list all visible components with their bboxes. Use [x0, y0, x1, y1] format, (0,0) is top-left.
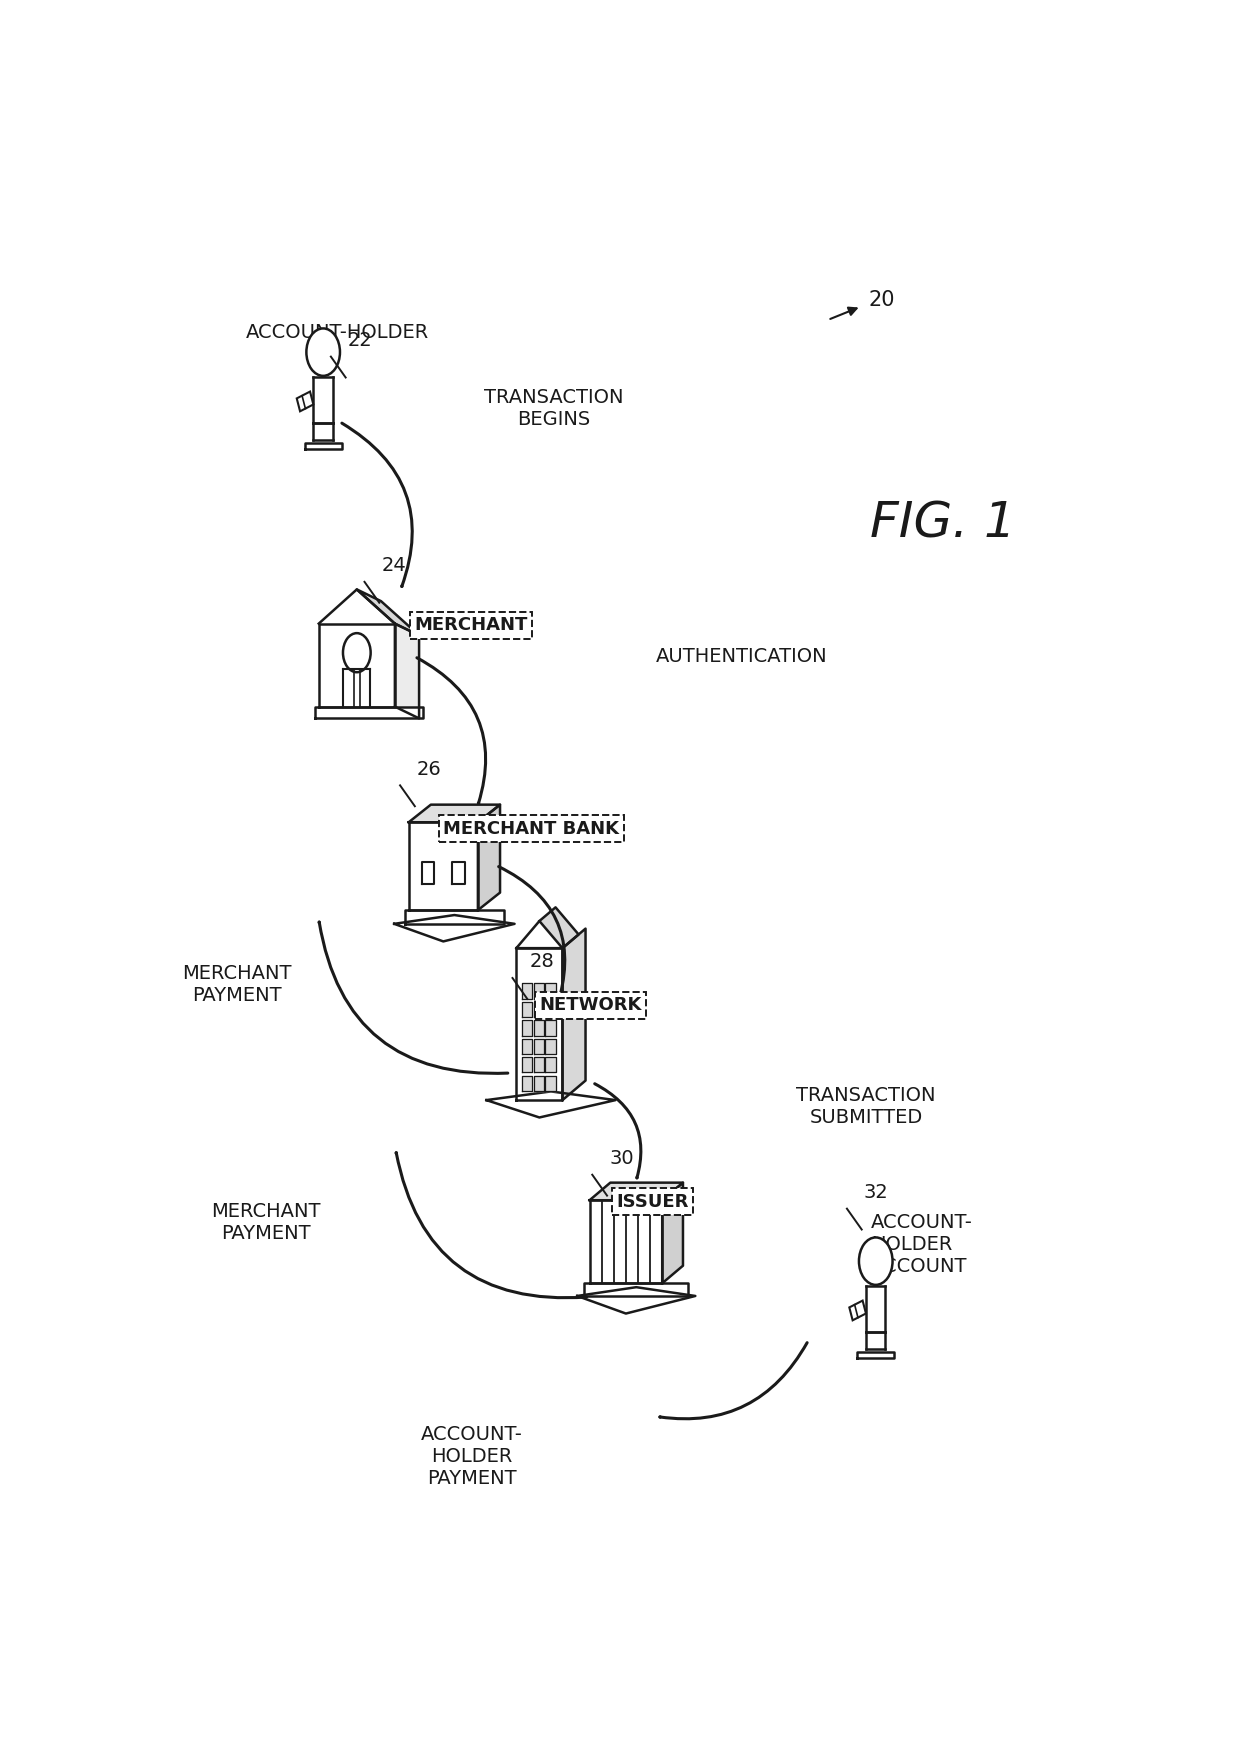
Polygon shape [546, 1001, 556, 1017]
Polygon shape [477, 805, 500, 911]
Polygon shape [563, 929, 585, 1099]
Polygon shape [315, 707, 423, 719]
Circle shape [306, 328, 340, 375]
Polygon shape [453, 862, 465, 885]
Text: MERCHANT
PAYMENT: MERCHANT PAYMENT [211, 1202, 320, 1242]
Polygon shape [522, 1075, 532, 1091]
Polygon shape [546, 1057, 556, 1073]
Polygon shape [522, 1038, 532, 1054]
Polygon shape [357, 590, 419, 636]
Polygon shape [516, 922, 563, 948]
Polygon shape [577, 1288, 696, 1313]
Text: ISSUER: ISSUER [616, 1193, 688, 1210]
Polygon shape [533, 1075, 544, 1091]
Polygon shape [533, 983, 544, 999]
Text: MERCHANT: MERCHANT [414, 617, 528, 634]
Text: TRANSACTION
BEGINS: TRANSACTION BEGINS [484, 388, 624, 428]
Polygon shape [422, 862, 434, 885]
Text: MERCHANT BANK: MERCHANT BANK [444, 819, 619, 837]
Polygon shape [546, 1020, 556, 1036]
Text: FIG. 1: FIG. 1 [870, 499, 1016, 548]
Polygon shape [589, 1182, 683, 1200]
Polygon shape [486, 1091, 615, 1117]
Polygon shape [546, 1075, 556, 1091]
Polygon shape [522, 1001, 532, 1017]
Polygon shape [305, 442, 342, 449]
Text: TRANSACTION
SUBMITTED: TRANSACTION SUBMITTED [796, 1087, 936, 1128]
Polygon shape [522, 983, 532, 999]
Polygon shape [409, 823, 477, 911]
Polygon shape [546, 983, 556, 999]
Text: 22: 22 [347, 331, 372, 351]
Text: MERCHANT
PAYMENT: MERCHANT PAYMENT [182, 964, 291, 1006]
Circle shape [343, 633, 371, 673]
Polygon shape [522, 1020, 532, 1036]
Polygon shape [589, 1200, 662, 1283]
Polygon shape [394, 914, 515, 941]
Polygon shape [849, 1300, 866, 1320]
Text: 20: 20 [868, 289, 894, 310]
Polygon shape [522, 1057, 532, 1073]
Text: ACCOUNT-
HOLDER
ACCOUNT: ACCOUNT- HOLDER ACCOUNT [870, 1212, 973, 1276]
Polygon shape [662, 1182, 683, 1283]
Polygon shape [409, 805, 500, 823]
Polygon shape [546, 1038, 556, 1054]
Polygon shape [533, 1038, 544, 1054]
Text: 32: 32 [864, 1182, 889, 1202]
Polygon shape [533, 1001, 544, 1017]
Polygon shape [394, 624, 419, 719]
Text: AUTHENTICATION: AUTHENTICATION [656, 647, 827, 666]
Polygon shape [404, 911, 505, 923]
Polygon shape [533, 1057, 544, 1073]
Circle shape [859, 1237, 893, 1284]
Text: 26: 26 [417, 759, 441, 779]
Text: 28: 28 [529, 951, 554, 971]
Text: 30: 30 [609, 1149, 634, 1168]
Polygon shape [319, 590, 394, 707]
Polygon shape [539, 907, 579, 948]
Polygon shape [516, 948, 563, 1099]
Polygon shape [533, 1020, 544, 1036]
Text: ACCOUNT-
HOLDER
PAYMENT: ACCOUNT- HOLDER PAYMENT [422, 1425, 523, 1489]
Polygon shape [296, 391, 314, 411]
Polygon shape [857, 1351, 894, 1359]
Text: ACCOUNT-HOLDER: ACCOUNT-HOLDER [247, 322, 429, 342]
Polygon shape [584, 1283, 688, 1297]
Text: NETWORK: NETWORK [539, 996, 642, 1015]
Text: 24: 24 [382, 557, 407, 574]
